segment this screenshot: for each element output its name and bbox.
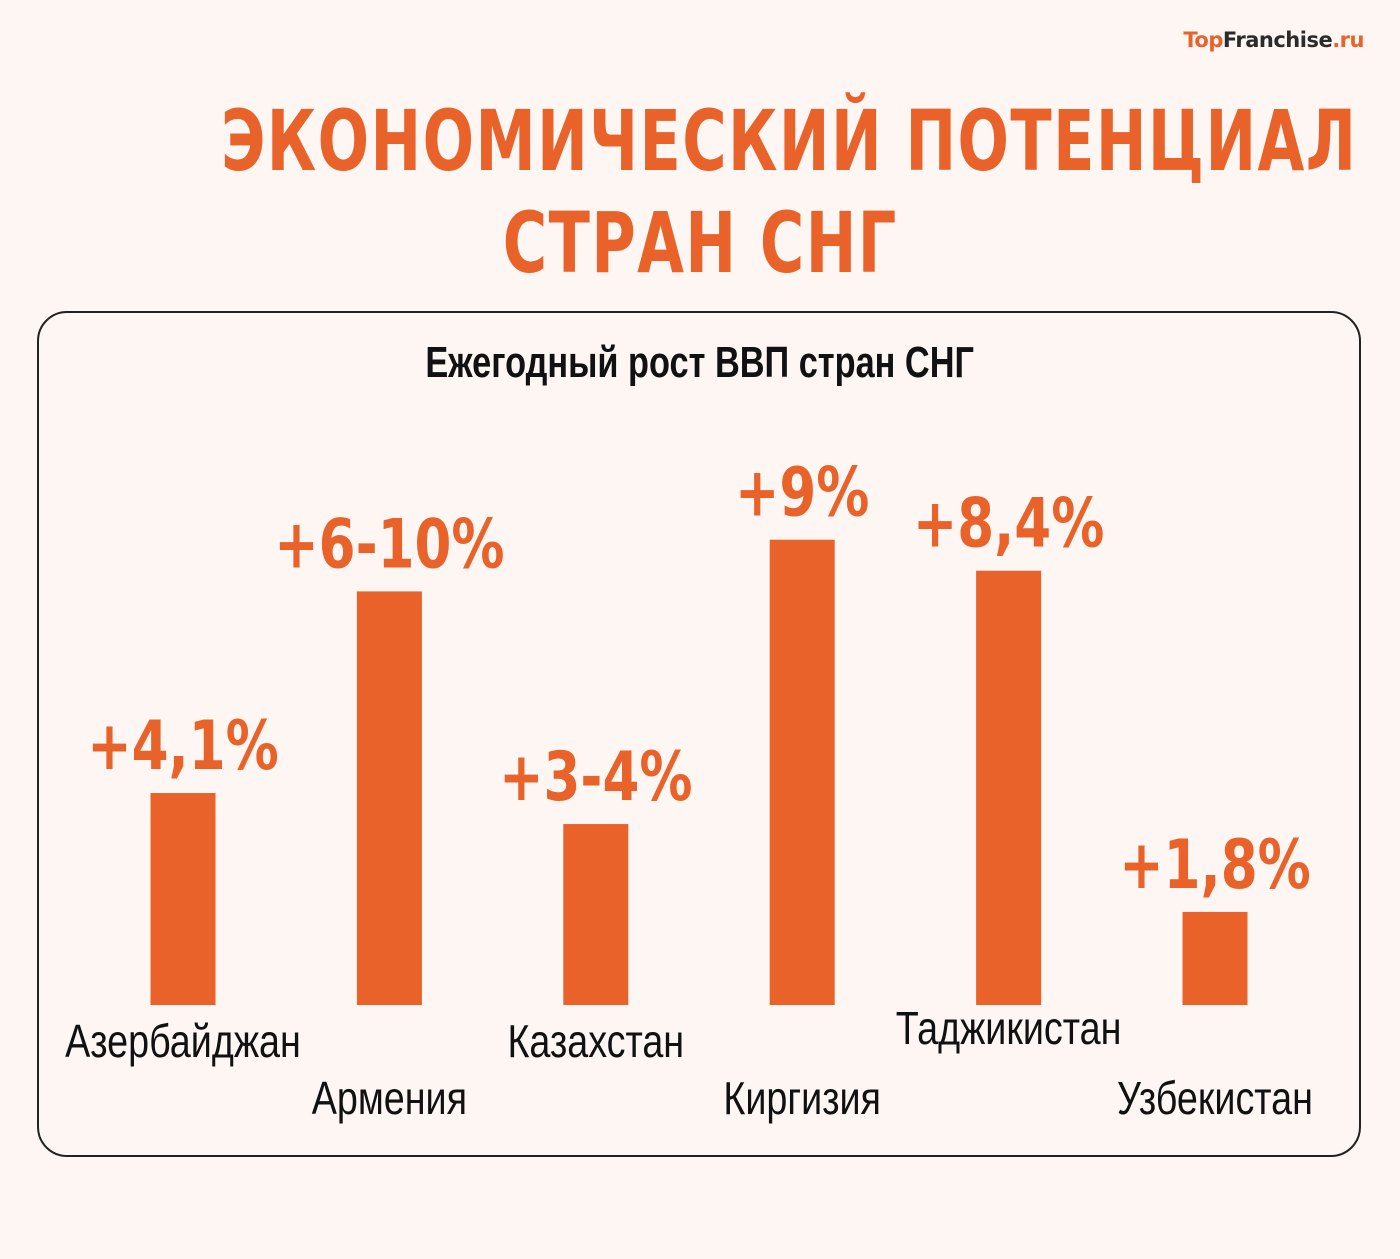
chart-panel bbox=[37, 311, 1361, 1157]
category-label-5: Узбекистан bbox=[1117, 1072, 1313, 1123]
chart-title: Ежегодный рост ВВП стран СНГ bbox=[0, 338, 1400, 388]
category-label-1: Армения bbox=[312, 1072, 467, 1123]
bar-2 bbox=[563, 824, 629, 1005]
category-label-4: Таджикистан bbox=[896, 1002, 1122, 1053]
category-label-2: Казахстан bbox=[507, 1015, 684, 1066]
chart-title-text: Ежегодный рост ВВП стран СНГ bbox=[425, 338, 975, 387]
bar-5 bbox=[1182, 911, 1248, 1005]
page-title-line2-text: СТРАН СНГ bbox=[502, 194, 898, 292]
data-label-0: +4,1% bbox=[87, 707, 279, 786]
logo: TopFranchise.ru bbox=[1183, 28, 1364, 52]
data-label-3: +9% bbox=[735, 453, 869, 532]
page-title-line1: ЭКОНОМИЧЕСКИЙ ПОТЕНЦИАЛ bbox=[0, 92, 1400, 190]
logo-ru: .ru bbox=[1332, 28, 1364, 52]
logo-top: Top bbox=[1183, 28, 1223, 52]
page-title-line2: СТРАН СНГ bbox=[0, 194, 1400, 292]
category-label-0: Азербайджан bbox=[65, 1015, 301, 1066]
bar-1 bbox=[356, 591, 422, 1005]
category-label-3: Киргизия bbox=[723, 1072, 881, 1123]
data-label-5: +1,8% bbox=[1119, 825, 1311, 904]
bar-3 bbox=[769, 539, 835, 1005]
data-label-4: +8,4% bbox=[913, 484, 1105, 563]
bar-4 bbox=[976, 570, 1042, 1005]
logo-franchise: Franchise bbox=[1222, 28, 1333, 52]
page-title-line1-text: ЭКОНОМИЧЕСКИЙ ПОТЕНЦИАЛ bbox=[220, 92, 1358, 190]
bar-0 bbox=[150, 793, 216, 1005]
data-label-1: +6-10% bbox=[274, 505, 504, 584]
data-label-2: +3-4% bbox=[499, 738, 692, 817]
